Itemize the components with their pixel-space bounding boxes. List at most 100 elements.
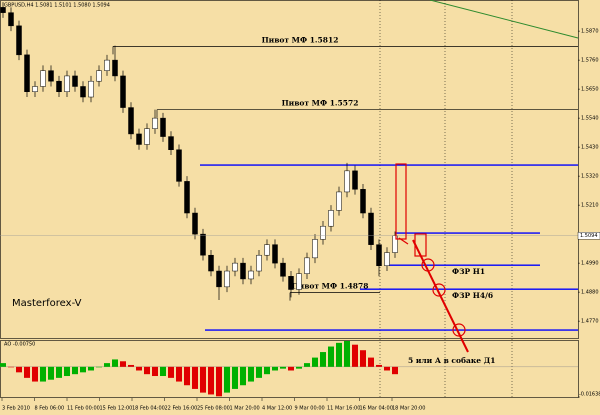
ao-bar: [272, 366, 278, 371]
x-tick-label: 16 Mar 04:00: [360, 406, 393, 412]
trend-line: [429, 0, 579, 39]
note: 5 или А в собаке Д1: [408, 356, 496, 365]
ao-bar: [224, 366, 230, 393]
candle-body: [56, 80, 62, 93]
candle-body: [96, 70, 102, 82]
candle-body: [112, 59, 118, 77]
header: GBPUSD,H4 1.5081 1.5101 1.5080 1.5094: [4, 3, 110, 9]
ao-bar: [392, 366, 398, 375]
ao-bar: [32, 366, 38, 382]
ao-bar: [296, 366, 302, 369]
candle-body: [384, 252, 390, 267]
red-arrow: [398, 237, 409, 245]
candle-body: [376, 244, 382, 267]
y-tick-label: -0.01638: [579, 392, 600, 398]
main-frame: [0, 0, 579, 339]
candle-body: [368, 212, 374, 245]
ao-bar: [232, 366, 238, 389]
ao-bar: [0, 363, 6, 367]
ao-bar: [128, 364, 134, 367]
candle-body: [232, 262, 238, 272]
ao-bar: [112, 359, 118, 367]
candle-body: [144, 128, 150, 145]
ao-bar: [80, 366, 86, 373]
x-tick-label: 3 Feb 2010: [2, 406, 30, 412]
level-label: ФЗР H1: [452, 267, 485, 276]
candle-body: [80, 86, 86, 98]
ao-bar: [264, 366, 270, 375]
ao-bar: [144, 366, 150, 375]
x-tick-label: 9 Mar 00:00: [295, 406, 325, 412]
candle-body: [128, 107, 134, 135]
y-tick-label: 1.4990: [581, 261, 599, 267]
ao-bar: [16, 366, 22, 373]
candle-body: [288, 276, 294, 290]
ao-bar: [376, 364, 382, 367]
ao-bar: [184, 366, 190, 386]
x-tick-label: 22 Feb 16:00: [165, 406, 198, 412]
y-tick-label: 1.5540: [581, 116, 599, 122]
candle-body: [0, 7, 6, 13]
ao-bar: [72, 366, 78, 375]
ao-bar: [240, 366, 246, 386]
x-tick-label: 15 Feb 12:00: [100, 406, 133, 412]
ao-bar: [120, 361, 126, 367]
y-tick-label: 1.4770: [581, 319, 599, 325]
candle-body: [208, 254, 214, 272]
pivot-label: Пивот МФ 1.5812: [262, 35, 339, 44]
candle-body: [64, 75, 70, 93]
x-tick-label: 11 Feb 00:00: [67, 406, 100, 412]
ao-bar: [152, 366, 158, 377]
candle-body: [88, 80, 94, 98]
candle-body: [304, 257, 310, 274]
candle-body: [312, 239, 318, 259]
ao-bar: [288, 366, 294, 371]
candle-body: [336, 191, 342, 211]
level-label: ФЗР H4/6: [452, 291, 493, 300]
session-lines: [379, 0, 513, 398]
candle-body: [272, 244, 278, 264]
candle-body: [152, 117, 158, 129]
ao-bar: [24, 366, 30, 378]
candle-body: [320, 225, 326, 240]
candle-body: [72, 75, 78, 87]
candle-body: [16, 25, 22, 56]
candle-body: [264, 244, 270, 256]
candle-body: [328, 210, 334, 227]
ao-bar: [56, 366, 62, 378]
ao-bar: [384, 366, 390, 371]
ao-bar: [336, 342, 342, 367]
candle-body: [24, 54, 30, 93]
pivot-label: Пивот МФ 1.4878: [292, 282, 369, 291]
y-tick-label: 1.5320: [581, 174, 599, 180]
ao-bar: [360, 350, 366, 367]
ao-bar: [344, 341, 350, 367]
ao-bar: [256, 366, 262, 378]
candle-body: [40, 70, 46, 87]
candle-body: [136, 133, 142, 145]
candle-body: [296, 273, 302, 290]
ao-bar: [216, 366, 222, 397]
y-tick-label: 1.4880: [581, 290, 599, 296]
y-tick-label: 1.5760: [581, 58, 599, 64]
indicator-name: AO -0.00750: [4, 342, 35, 348]
candle-body: [192, 212, 198, 235]
x-tick-label: 1 Mar 20:00: [230, 406, 260, 412]
candle-body: [120, 75, 126, 108]
candle-body: [256, 254, 262, 272]
y-tick-label: 1.5870: [581, 29, 599, 35]
ao-bar: [312, 357, 318, 367]
pivot-label: Пивот МФ 1.5572: [282, 99, 359, 108]
x-tick-label: 11 Mar 16:00: [327, 406, 360, 412]
x-tick-label: 8 Feb 06:00: [35, 406, 65, 412]
ao-bar: [304, 363, 310, 367]
candle-body: [280, 262, 286, 277]
candle-body: [104, 59, 110, 71]
x-tick-label: 18 Feb 04:00: [132, 406, 165, 412]
ao-bar: [248, 366, 254, 382]
candle-body: [200, 233, 206, 256]
annotations: [395, 163, 469, 353]
